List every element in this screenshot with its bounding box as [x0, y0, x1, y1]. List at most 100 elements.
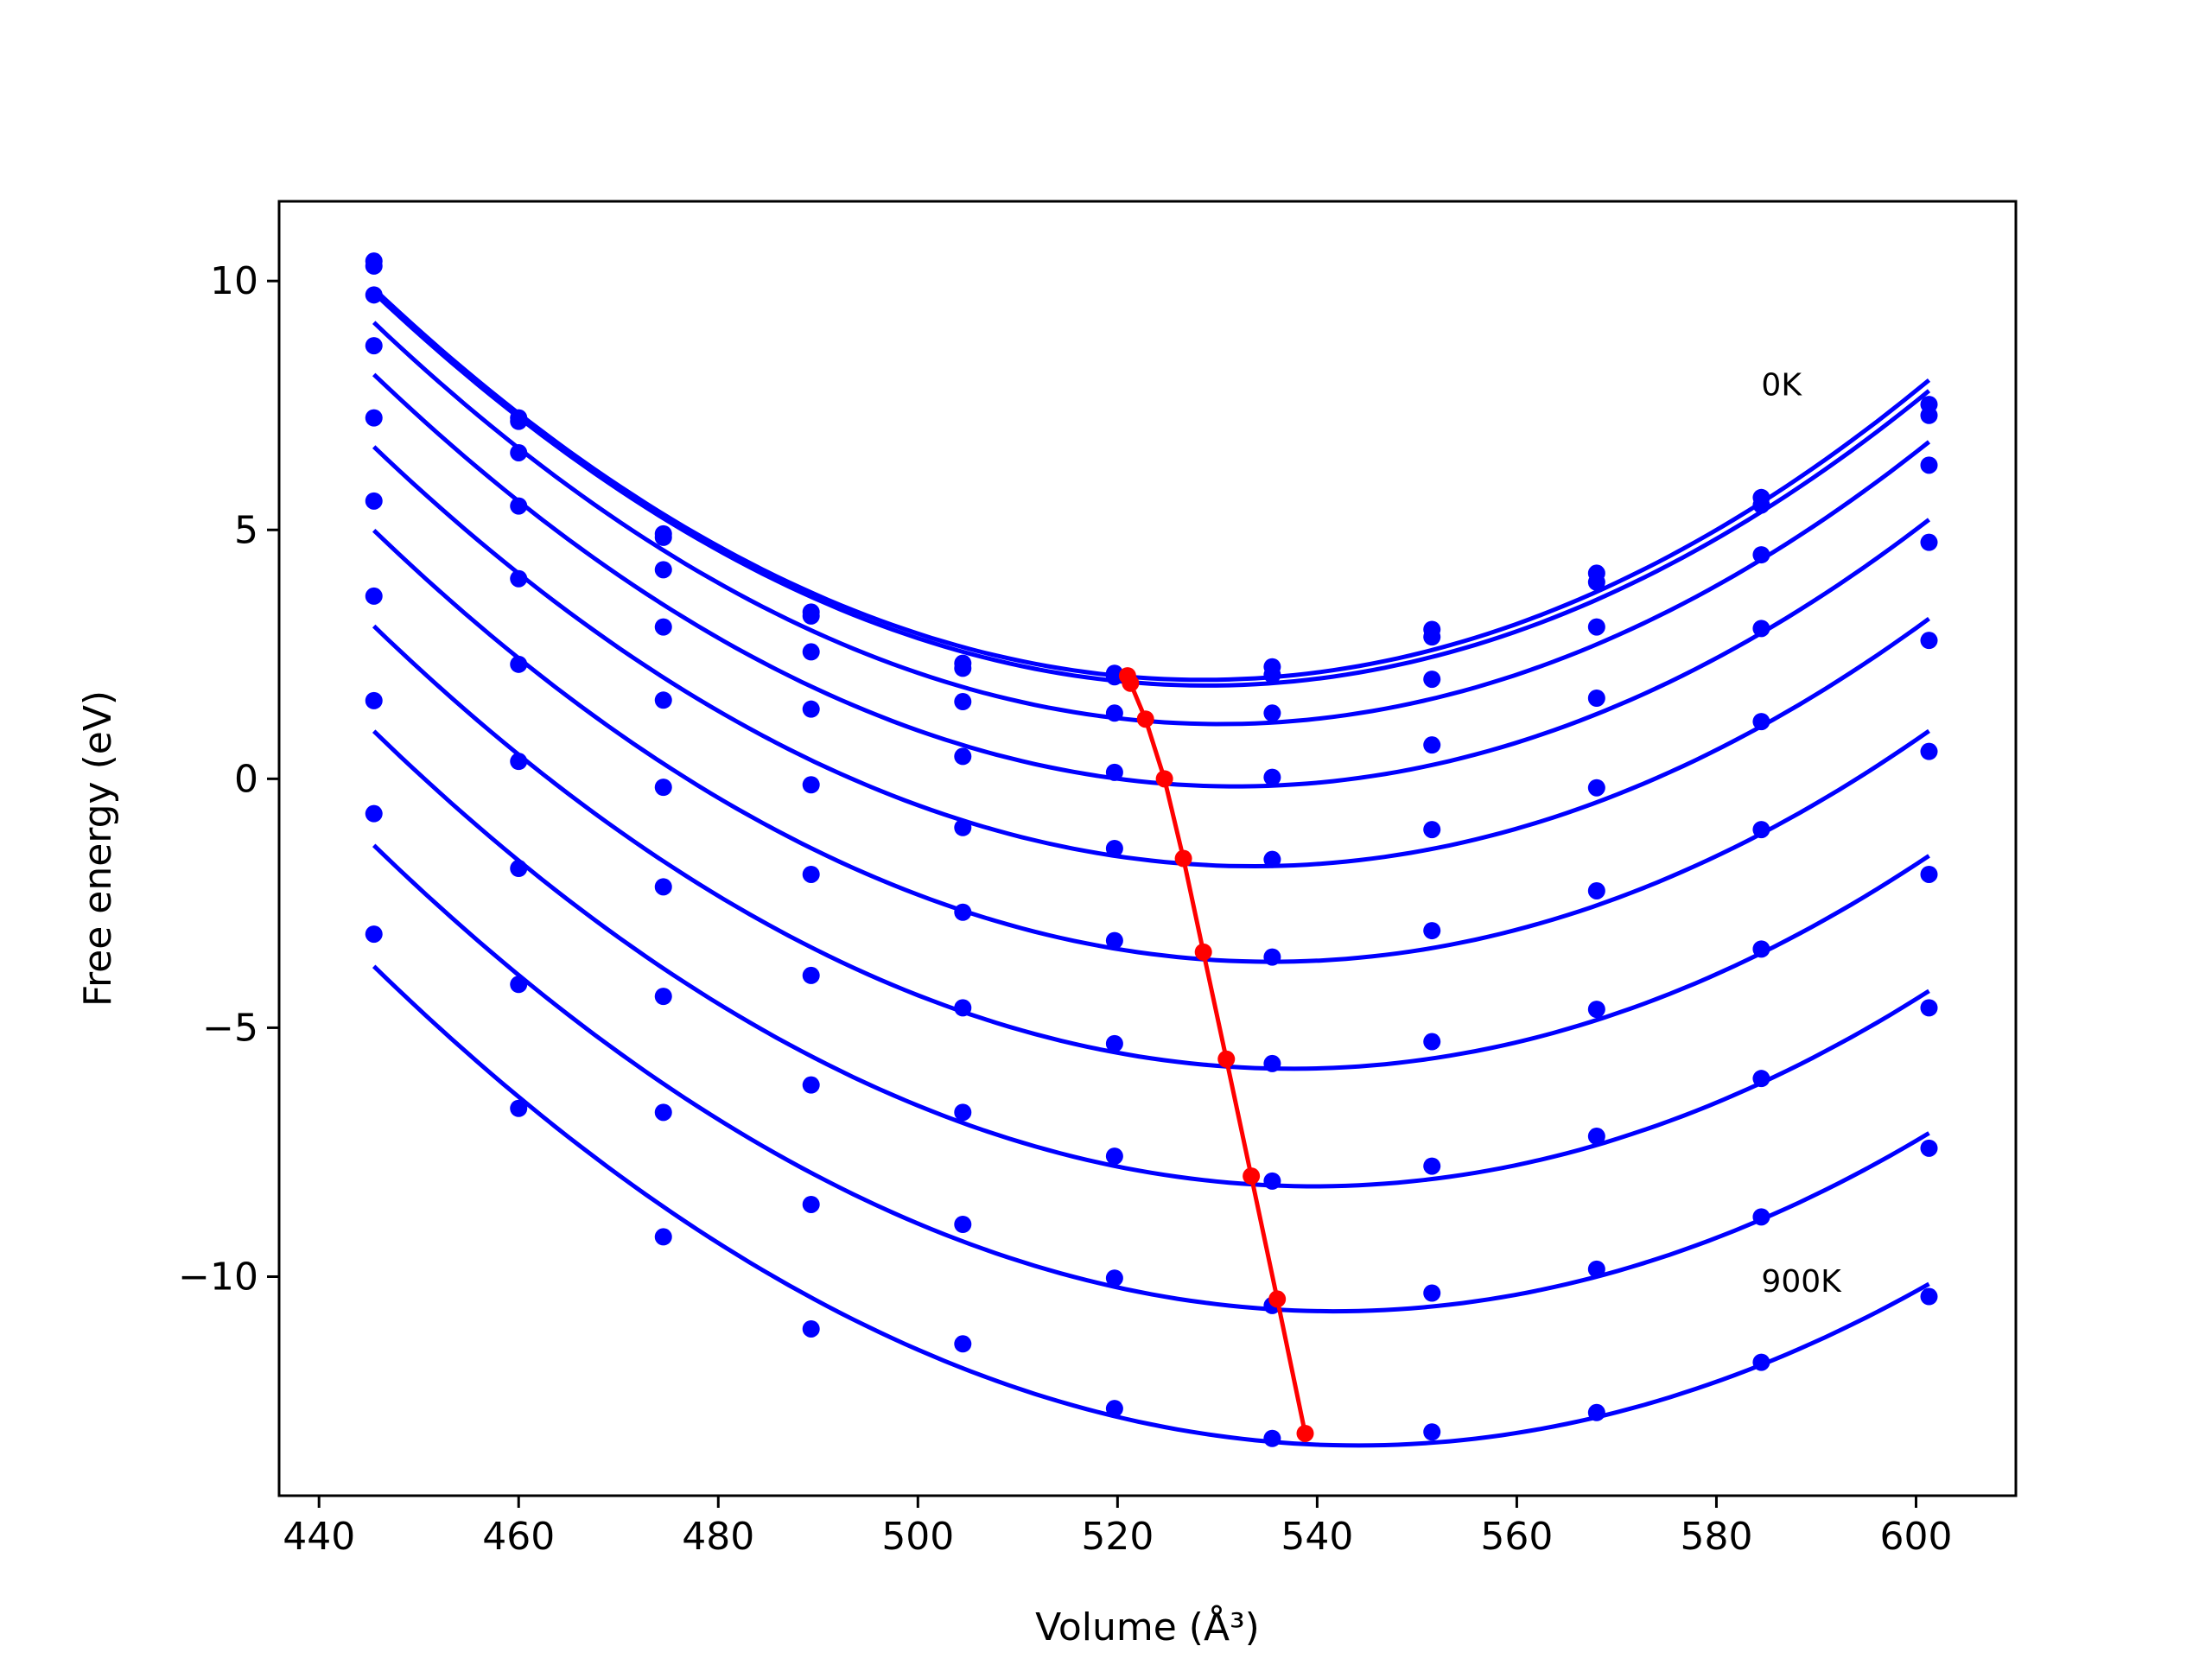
- data-point-8-8: [1587, 1260, 1605, 1278]
- data-point-3-10: [1920, 533, 1938, 551]
- data-point-6-9: [1752, 940, 1770, 958]
- y-axis: −10 −5 0 5 10: [178, 259, 279, 1299]
- data-point-7-4: [954, 1103, 972, 1122]
- data-point-4-5: [1105, 840, 1123, 857]
- data-point-1-10: [1920, 406, 1938, 424]
- x-tick-label: 500: [881, 1515, 954, 1559]
- fit-curve-4: [372, 445, 1930, 869]
- data-point-4-8: [1587, 779, 1605, 797]
- data-point-5-7: [1423, 922, 1441, 940]
- data-point-5-1: [510, 655, 528, 673]
- data-point-5-6: [1263, 948, 1281, 966]
- data-point-1-4: [954, 659, 972, 677]
- plot-frame: [277, 200, 2018, 1497]
- data-point-5-4: [954, 903, 972, 921]
- data-point-2-0: [365, 286, 383, 304]
- data-point-4-1: [510, 569, 528, 588]
- fit-curve-6: [372, 624, 1930, 1071]
- x-tick-label: 480: [682, 1515, 754, 1559]
- data-point-1-8: [1587, 573, 1605, 591]
- data-point-7-5: [1105, 1147, 1123, 1166]
- data-point-7-7: [1423, 1157, 1441, 1175]
- data-point-2-8: [1587, 618, 1605, 636]
- y-tick-label: 10: [210, 259, 258, 303]
- temperature-annotation-0: 0K: [1761, 368, 1802, 404]
- data-point-9-8: [1587, 1403, 1605, 1421]
- data-point-5-10: [1920, 742, 1938, 760]
- data-point-8-10: [1920, 1139, 1938, 1157]
- x-tick-label: 460: [482, 1515, 555, 1559]
- data-point-3-6: [1263, 768, 1281, 786]
- minimum-point-6: [1217, 1050, 1236, 1068]
- data-point-6-4: [954, 999, 972, 1017]
- data-point-4-7: [1423, 821, 1441, 839]
- data-point-3-2: [654, 618, 672, 636]
- data-point-6-1: [510, 753, 528, 771]
- data-point-6-2: [654, 878, 672, 896]
- data-point-5-5: [1105, 931, 1123, 950]
- y-tick-label: 0: [234, 757, 258, 801]
- data-point-6-0: [365, 587, 383, 605]
- data-point-7-3: [802, 1076, 820, 1094]
- data-point-6-10: [1920, 865, 1938, 883]
- data-point-1-5: [1105, 668, 1123, 686]
- data-point-9-1: [510, 1099, 528, 1117]
- data-point-4-9: [1752, 713, 1770, 731]
- x-tick-label: 580: [1680, 1515, 1752, 1559]
- fit-curve-9: [372, 964, 1930, 1448]
- fit-curve-7: [372, 729, 1930, 1189]
- data-point-2-7: [1423, 671, 1441, 689]
- fit-curve-1: [372, 290, 1931, 688]
- minimum-point-5: [1194, 943, 1212, 961]
- fit-curve-5: [372, 528, 1930, 964]
- data-point-8-1: [510, 976, 528, 994]
- data-point-8-9: [1752, 1208, 1770, 1226]
- data-point-4-3: [802, 776, 820, 794]
- data-point-2-5: [1105, 704, 1123, 722]
- data-point-8-5: [1105, 1269, 1123, 1287]
- data-point-2-3: [802, 643, 820, 661]
- data-point-8-2: [654, 1103, 672, 1122]
- data-point-7-2: [654, 988, 672, 1006]
- data-point-9-6: [1263, 1429, 1281, 1447]
- data-point-6-7: [1423, 1033, 1441, 1051]
- minimum-point-8: [1268, 1290, 1287, 1308]
- data-point-2-1: [510, 443, 528, 461]
- minimum-point-7: [1243, 1167, 1261, 1185]
- minimum-line: [1125, 675, 1307, 1434]
- data-point-5-0: [365, 492, 383, 510]
- data-point-4-2: [654, 691, 672, 709]
- x-tick-label: 540: [1281, 1515, 1353, 1559]
- fit-curve-3: [372, 372, 1931, 789]
- data-point-7-6: [1263, 1172, 1281, 1190]
- data-point-1-6: [1263, 665, 1281, 683]
- data-point-1-9: [1752, 496, 1770, 514]
- x-axis-title: Volume (Å³): [1035, 1604, 1260, 1649]
- data-point-5-9: [1752, 821, 1770, 839]
- data-point-9-3: [802, 1319, 820, 1338]
- minimum-point-9: [1296, 1424, 1314, 1442]
- y-axis-title: Free energy (eV): [76, 690, 120, 1007]
- data-point-6-3: [802, 966, 820, 984]
- data-point-5-3: [802, 865, 820, 883]
- y-tick-label: −10: [178, 1255, 258, 1299]
- data-point-5-2: [654, 779, 672, 797]
- data-point-6-6: [1263, 1054, 1281, 1072]
- fit-curve-2: [372, 321, 1931, 727]
- data-point-9-4: [954, 1335, 972, 1353]
- data-point-9-7: [1423, 1423, 1441, 1441]
- data-point-1-7: [1423, 628, 1441, 646]
- x-tick-label: 560: [1480, 1515, 1553, 1559]
- minimum-point-2: [1136, 710, 1154, 728]
- y-tick-label: 5: [234, 508, 258, 552]
- data-point-7-10: [1920, 999, 1938, 1017]
- fit-curve-8: [372, 843, 1930, 1314]
- data-point-9-0: [365, 925, 383, 944]
- data-point-3-9: [1752, 620, 1770, 638]
- x-tick-label: 520: [1081, 1515, 1154, 1559]
- data-point-3-7: [1423, 736, 1441, 754]
- data-point-7-8: [1587, 1128, 1605, 1146]
- data-point-4-10: [1920, 632, 1938, 650]
- data-point-3-0: [365, 337, 383, 355]
